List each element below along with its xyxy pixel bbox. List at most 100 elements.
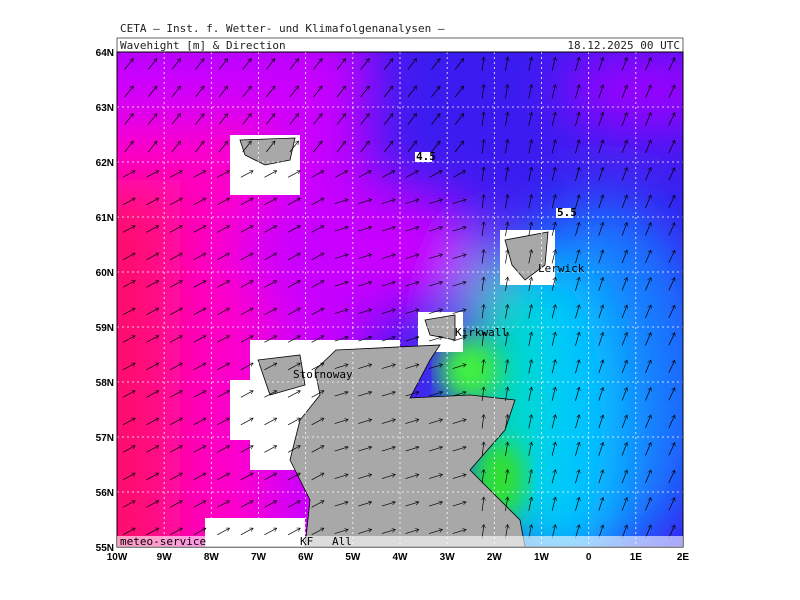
arrow <box>482 140 484 154</box>
arrow <box>528 387 532 401</box>
arrow <box>358 227 371 232</box>
arrow <box>217 171 229 178</box>
arrow <box>645 388 650 401</box>
arrow <box>621 497 627 511</box>
arrow <box>311 198 324 206</box>
arrow <box>551 497 555 511</box>
arrow <box>334 282 348 287</box>
arrow <box>528 332 532 346</box>
arrow <box>598 250 603 264</box>
arrow <box>668 168 675 181</box>
arrow <box>575 250 579 264</box>
arrow <box>381 227 395 232</box>
arrow <box>265 59 275 70</box>
arrow <box>240 501 253 508</box>
arrow <box>146 281 158 288</box>
arrow <box>528 195 532 209</box>
arrow <box>217 391 229 398</box>
arrow <box>598 57 603 71</box>
arrow <box>334 254 348 259</box>
arrow <box>264 308 276 316</box>
arrow <box>528 85 532 99</box>
arrow <box>575 332 579 346</box>
arrow <box>575 497 579 511</box>
lat-label: 59N <box>96 323 114 334</box>
arrow <box>505 57 507 71</box>
arrow <box>336 114 346 125</box>
arrow <box>193 253 206 261</box>
arrow <box>429 337 442 342</box>
arrow <box>452 227 466 232</box>
arrow <box>122 253 135 261</box>
arrow <box>551 250 555 264</box>
arrow <box>407 59 417 70</box>
arrow <box>452 199 466 204</box>
arrow <box>146 308 158 316</box>
arrow <box>482 57 484 71</box>
arrow <box>381 337 395 342</box>
arrow <box>193 391 206 398</box>
arrow <box>598 332 603 346</box>
arrow <box>264 528 276 536</box>
lon-label: 2W <box>487 552 503 563</box>
arrow <box>242 114 252 125</box>
arrow <box>289 59 299 70</box>
arrow <box>452 529 466 534</box>
arrow <box>381 502 395 507</box>
arrow <box>334 337 348 342</box>
arrow <box>598 167 603 181</box>
arrow <box>621 442 627 456</box>
arrow <box>381 282 395 287</box>
arrow <box>193 418 206 426</box>
arrow <box>311 391 324 398</box>
arrow <box>482 195 484 209</box>
arrow <box>454 59 464 70</box>
arrow <box>551 140 555 154</box>
arrow <box>169 418 182 426</box>
arrow <box>621 222 627 236</box>
arrow <box>668 525 675 538</box>
arrow <box>381 474 395 479</box>
arrow <box>217 363 229 371</box>
arrow <box>668 443 675 456</box>
arrow <box>505 167 507 181</box>
arrow <box>122 281 135 288</box>
arrow <box>505 360 507 374</box>
arrow <box>240 528 253 536</box>
arrow <box>453 171 465 178</box>
arrow <box>452 309 466 314</box>
arrow <box>289 86 299 98</box>
arrow <box>598 277 603 291</box>
place-label: Stornoway <box>293 368 353 381</box>
arrow <box>217 308 229 316</box>
arrow <box>405 282 419 287</box>
arrow <box>621 332 627 346</box>
arrow <box>454 141 464 153</box>
arrow <box>334 447 348 452</box>
arrow <box>287 198 300 206</box>
arrow <box>645 250 650 264</box>
arrow <box>240 418 253 426</box>
arrow <box>287 171 300 178</box>
arrow <box>217 336 229 343</box>
arrow <box>122 446 135 453</box>
arrow <box>287 363 300 371</box>
arrow <box>287 391 300 398</box>
footer-source: meteo-service <box>120 535 206 548</box>
arrow <box>551 415 555 429</box>
arrow <box>452 502 466 507</box>
arrow <box>169 198 182 206</box>
arrow <box>336 59 346 70</box>
arrow <box>528 470 532 484</box>
arrow <box>407 86 417 98</box>
lat-label: 60N <box>96 268 114 279</box>
arrow <box>551 277 555 291</box>
arrow <box>598 140 603 154</box>
arrow <box>645 58 650 71</box>
arrow <box>575 195 579 209</box>
arrow <box>264 418 276 426</box>
lon-label: 3W <box>440 552 456 563</box>
arrow <box>169 473 182 481</box>
arrow <box>360 59 370 70</box>
arrow <box>264 171 276 178</box>
